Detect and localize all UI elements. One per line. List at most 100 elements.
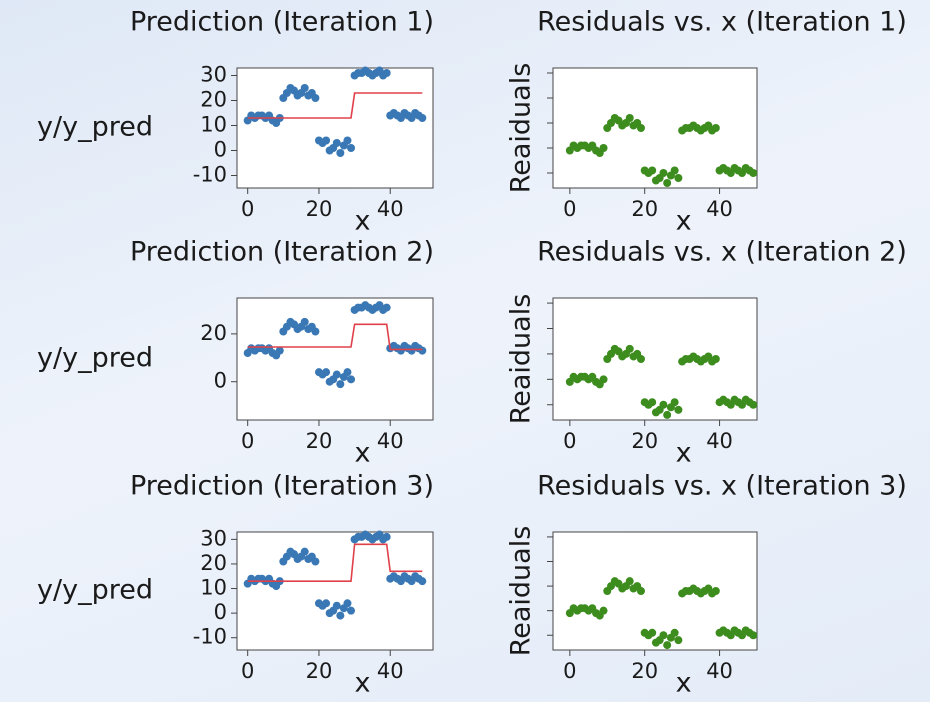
data-point [625, 577, 634, 586]
data-point [332, 601, 341, 610]
data-point [336, 380, 345, 389]
y-axis-label: y/y_pred [37, 575, 153, 606]
y-axis-label: Reaiduals [506, 63, 537, 194]
data-point [343, 136, 352, 145]
data-point [674, 636, 683, 645]
x-tick-label: 0 [563, 197, 576, 221]
data-point [347, 375, 356, 384]
x-tick-label: 40 [377, 659, 404, 683]
prediction-line [247, 92, 423, 119]
x-tick-label: 20 [306, 197, 333, 221]
plot-area [236, 67, 434, 189]
x-axis-label: x [676, 206, 692, 237]
y-tick-label: 0 [214, 369, 227, 393]
chart-title: Residuals vs. x (Iteration 3) [537, 471, 907, 502]
data-point [659, 400, 668, 409]
chart-title: Residuals vs. x (Iteration 1) [537, 7, 907, 38]
data-point [300, 84, 309, 92]
data-point [648, 628, 657, 637]
chart: Prediction (Iteration 3)y/y_predx-100102… [37, 471, 434, 699]
data-point [382, 532, 391, 541]
data-point [382, 69, 391, 77]
data-point [599, 606, 608, 615]
x-tick-label: 40 [377, 429, 404, 453]
prediction-line [247, 543, 423, 582]
y-tick-label: 20 [200, 321, 227, 345]
y-tick-label: 10 [200, 576, 227, 600]
data-point [674, 174, 683, 182]
y-axis-label: Reaiduals [506, 526, 537, 657]
data-point [711, 355, 720, 363]
data-point [749, 169, 758, 177]
data-point [418, 114, 427, 122]
x-tick-label: 40 [377, 197, 404, 221]
x-axis-label: x [354, 206, 370, 237]
data-point [663, 179, 672, 187]
data-point [663, 641, 672, 650]
data-point [674, 405, 683, 414]
data-point [599, 375, 608, 384]
data-point [659, 169, 668, 177]
data-point [382, 303, 391, 312]
x-tick-label: 20 [631, 659, 658, 683]
data-point [343, 599, 352, 608]
data-point [418, 346, 427, 355]
plot-area [236, 531, 434, 651]
x-tick-label: 0 [563, 659, 576, 683]
x-tick-label: 20 [306, 429, 333, 453]
plot-area [236, 297, 434, 421]
data-point [418, 577, 427, 586]
data-point [648, 166, 657, 175]
data-point [749, 631, 758, 640]
data-point [670, 166, 679, 175]
data-point [343, 368, 352, 377]
x-tick-label: 40 [706, 197, 733, 221]
data-point [311, 94, 320, 102]
chart: Residuals vs. x (Iteration 1)Reaiduals x 0… [506, 7, 907, 237]
data-point [636, 587, 645, 595]
x-tick-label: 20 [306, 659, 333, 683]
x-axis-label: x [676, 438, 692, 469]
data-point [322, 368, 331, 377]
data-point [711, 587, 720, 595]
x-axis-label: x [354, 438, 370, 469]
x-tick-label: 20 [631, 197, 658, 221]
data-point [670, 398, 679, 407]
data-point [711, 124, 720, 132]
data-point [636, 124, 645, 132]
data-point [347, 144, 356, 152]
chart-title: Prediction (Iteration 1) [130, 7, 434, 38]
data-point [599, 144, 608, 152]
data-point [625, 344, 634, 353]
y-tick-label: 30 [200, 526, 227, 550]
x-axis-label: x [354, 668, 370, 699]
y-axis-label: y/y_pred [37, 112, 153, 143]
data-point [332, 139, 341, 147]
data-point [663, 410, 672, 419]
x-tick-label: 40 [706, 429, 733, 453]
x-tick-label: 40 [706, 659, 733, 683]
chart: Residuals vs. x (Iteration 2)Reaiduals x 0… [506, 237, 907, 469]
data-point [336, 149, 345, 157]
data-point [625, 114, 634, 122]
data-point [311, 327, 320, 336]
x-tick-label: 0 [241, 659, 254, 683]
chart-title: Prediction (Iteration 3) [130, 471, 434, 502]
data-point [749, 400, 758, 409]
y-tick-label: 30 [200, 63, 227, 87]
x-tick-label: 0 [241, 429, 254, 453]
chart: Residuals vs. x (Iteration 3)Reaiduals x 0… [506, 471, 907, 699]
data-point [336, 611, 345, 620]
x-tick-label: 0 [563, 429, 576, 453]
data-point [670, 628, 679, 637]
chart-title: Residuals vs. x (Iteration 2) [537, 237, 907, 268]
y-tick-label: 20 [200, 88, 227, 112]
data-point [300, 547, 309, 556]
y-axis-label: Reaiduals [506, 294, 537, 425]
x-axis-label: x [676, 668, 692, 699]
data-point [275, 346, 284, 355]
data-point [659, 631, 668, 640]
data-point [347, 606, 356, 615]
y-axis-label: y/y_pred [37, 343, 153, 374]
